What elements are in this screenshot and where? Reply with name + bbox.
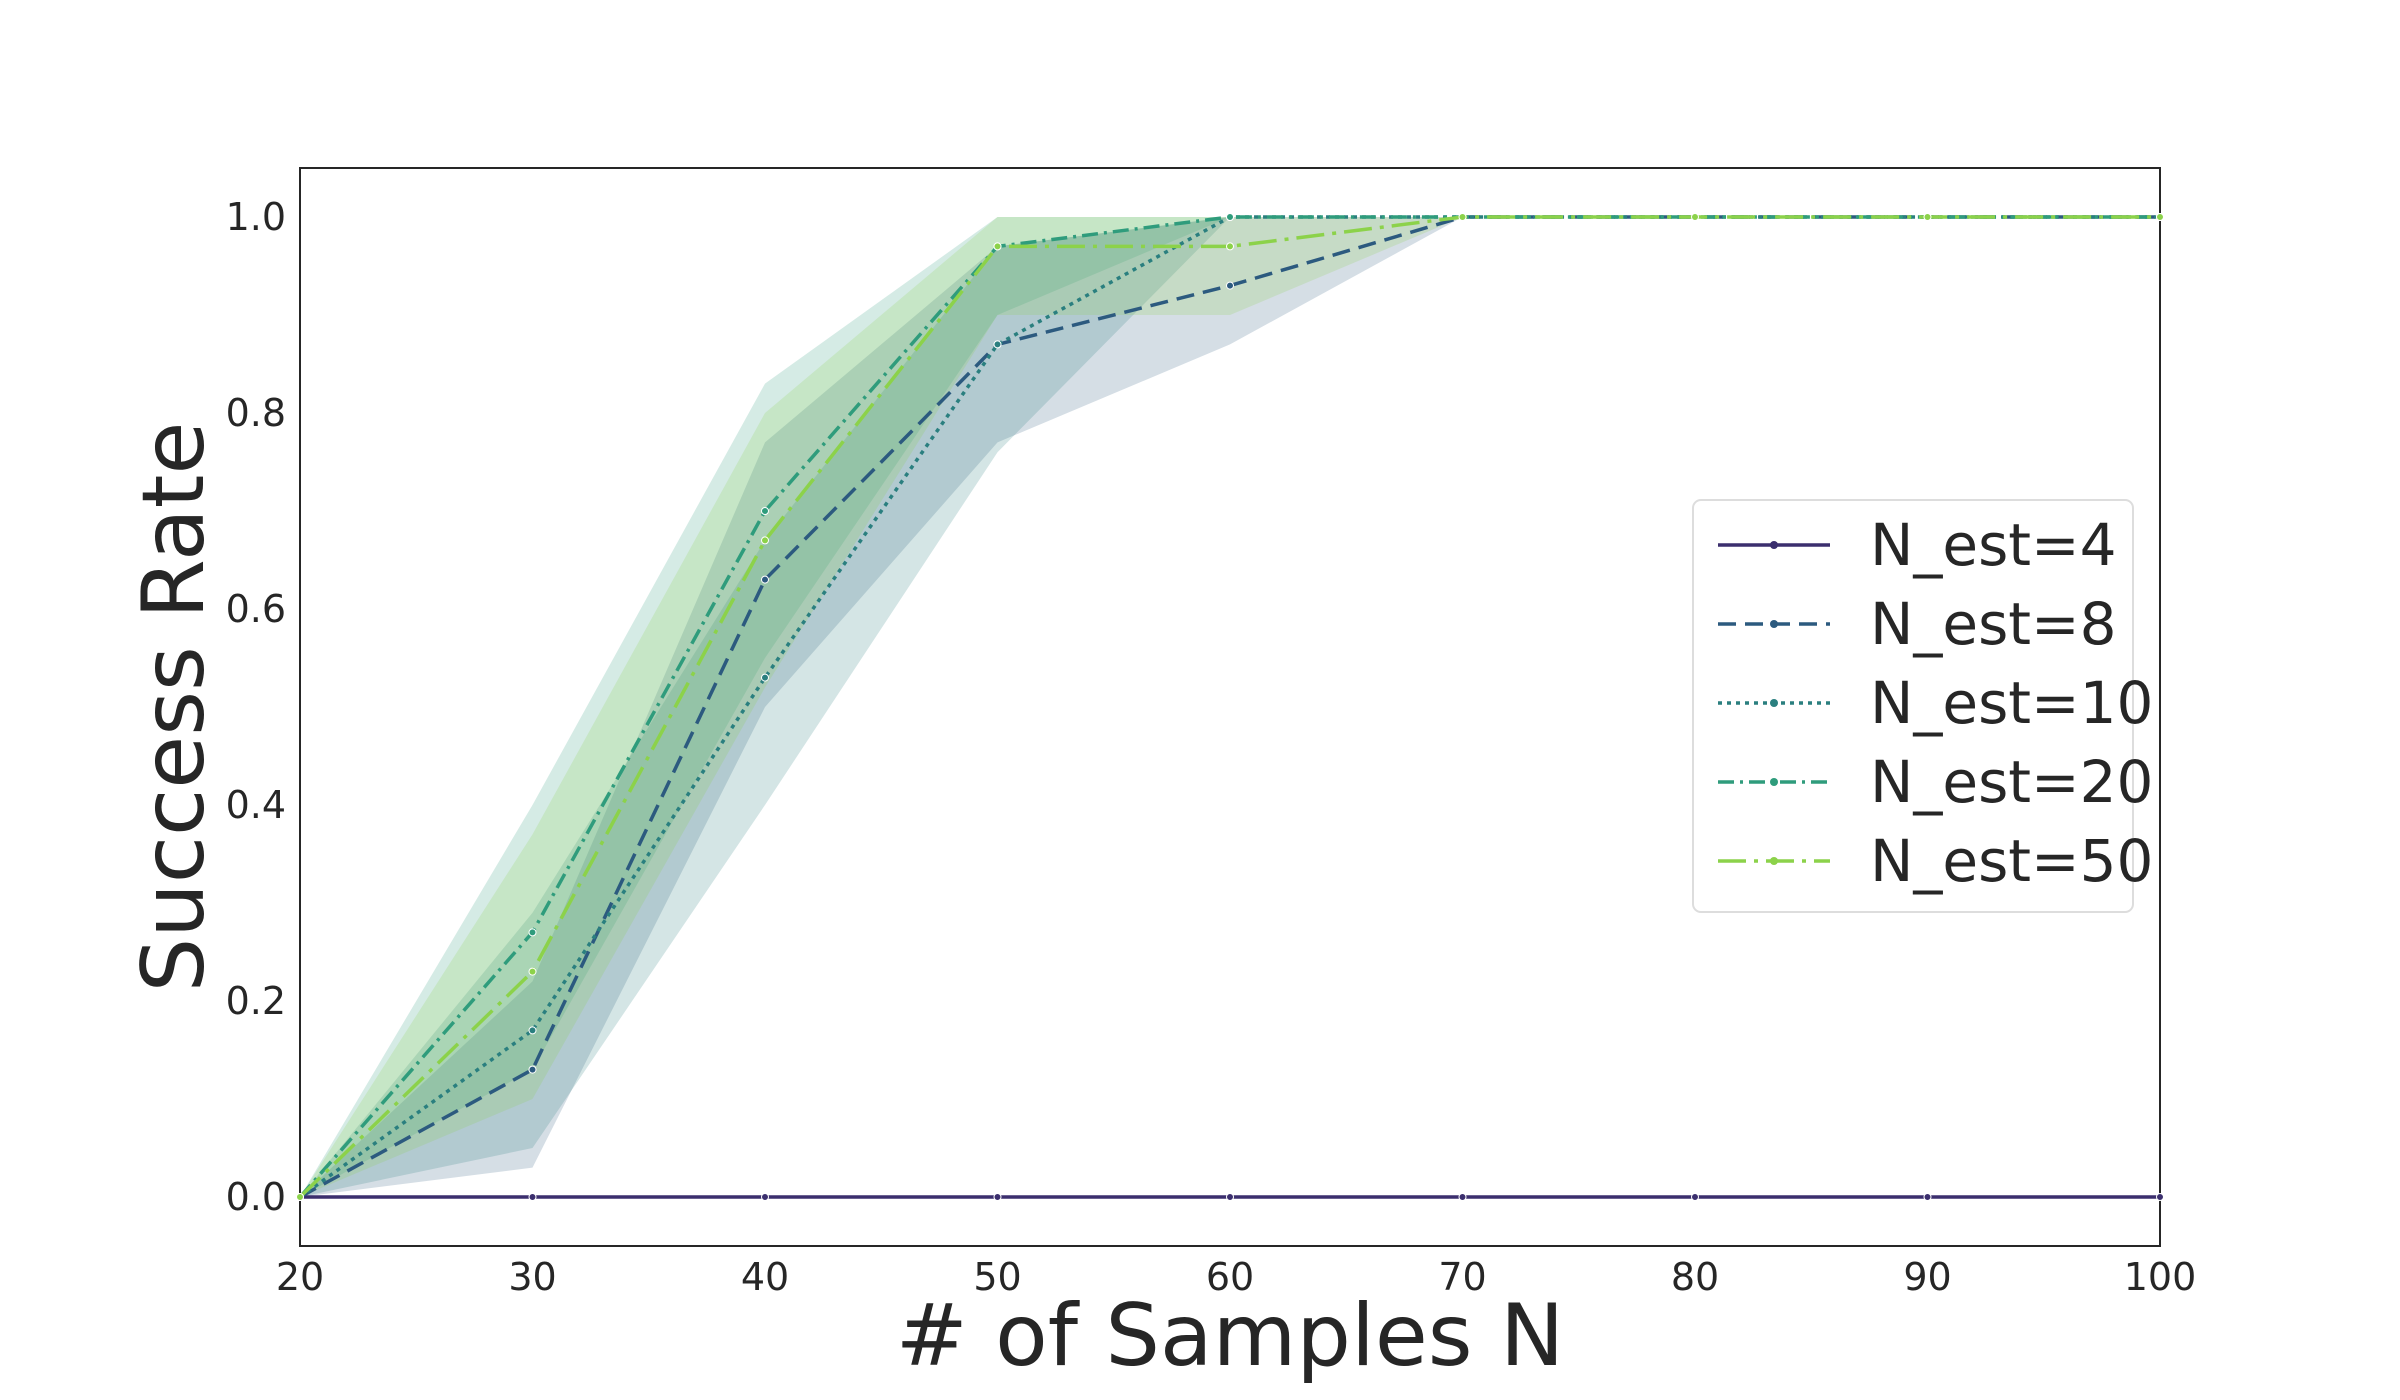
legend-label-2: N_est=8 [1870, 590, 2117, 658]
point-series-1 [528, 1193, 537, 1201]
point-series-1 [761, 1193, 769, 1201]
point-series-1 [2156, 1193, 2164, 1201]
x-tick-label: 70 [1438, 1255, 1486, 1299]
y-tick-label: 0.4 [226, 783, 286, 827]
y-tick-labels: 0.0 0.2 0.4 0.6 0.8 1.0 [226, 195, 286, 1219]
y-tick-label: 0.2 [226, 979, 286, 1023]
point-series-2 [528, 1065, 537, 1074]
legend-label-5: N_est=50 [1870, 827, 2153, 895]
point-series-5 [296, 1193, 304, 1201]
point-series-4 [528, 928, 537, 937]
x-axis-title: # of Samples N [896, 1286, 1565, 1386]
legend-label-3: N_est=10 [1870, 669, 2153, 737]
x-tick-label: 100 [2124, 1255, 2197, 1299]
y-tick-label: 0.6 [226, 587, 286, 631]
point-series-5 [528, 967, 537, 976]
point-series-5 [1691, 213, 1699, 221]
x-tick-label: 60 [1206, 1255, 1254, 1299]
band-series-3 [300, 217, 2160, 1197]
line-series-5 [298, 215, 2160, 1199]
point-series-1 [1226, 1193, 1234, 1201]
point-series-5 [993, 242, 1002, 251]
y-axis-title: Success Rate [124, 422, 224, 993]
series-lines [296, 213, 2164, 1201]
point-series-1 [1923, 1193, 1932, 1201]
legend-marker-4 [1770, 778, 1778, 786]
x-tick-label: 40 [741, 1255, 789, 1299]
point-series-4 [1226, 213, 1234, 221]
legend-marker-3 [1770, 699, 1778, 707]
x-tick-label: 50 [973, 1255, 1021, 1299]
x-tick-label: 80 [1671, 1255, 1719, 1299]
legend-label-4: N_est=20 [1870, 748, 2153, 816]
x-tick-label: 20 [276, 1255, 324, 1299]
confidence-bands [300, 217, 2160, 1197]
x-tick-labels: 20 30 40 50 60 70 80 90 100 [276, 1255, 2196, 1299]
legend-marker-5 [1770, 857, 1778, 865]
point-series-4 [761, 507, 769, 515]
point-series-5 [2156, 213, 2164, 221]
point-series-5 [1458, 213, 1467, 221]
y-tick-label: 0.0 [226, 1175, 286, 1219]
legend-label-1: N_est=4 [1870, 511, 2117, 579]
y-tick-label: 0.8 [226, 391, 286, 435]
point-series-5 [1923, 213, 1932, 221]
y-tick-label: 1.0 [226, 195, 286, 239]
point-series-2 [761, 575, 769, 584]
legend-marker-2 [1770, 620, 1778, 628]
point-series-1 [1458, 1193, 1467, 1201]
band-series-4 [300, 217, 2160, 1197]
point-series-3 [528, 1026, 537, 1035]
band-series-5 [300, 217, 2160, 1197]
x-tick-label: 90 [1903, 1255, 1951, 1299]
point-series-5 [761, 536, 769, 545]
point-series-2 [1226, 281, 1234, 290]
legend-box [1692, 499, 2134, 913]
point-series-5 [1226, 242, 1234, 251]
legend: N_est=4 N_est=8 N_est=10 N_est=20 N_est=50 [1692, 499, 2153, 913]
x-tick-label: 30 [508, 1255, 556, 1299]
point-series-3 [761, 673, 769, 682]
band-series-2 [300, 217, 2160, 1197]
point-series-1 [1691, 1193, 1699, 1201]
legend-marker-1 [1770, 541, 1778, 549]
point-series-3 [993, 340, 1002, 349]
point-series-1 [993, 1193, 1002, 1201]
